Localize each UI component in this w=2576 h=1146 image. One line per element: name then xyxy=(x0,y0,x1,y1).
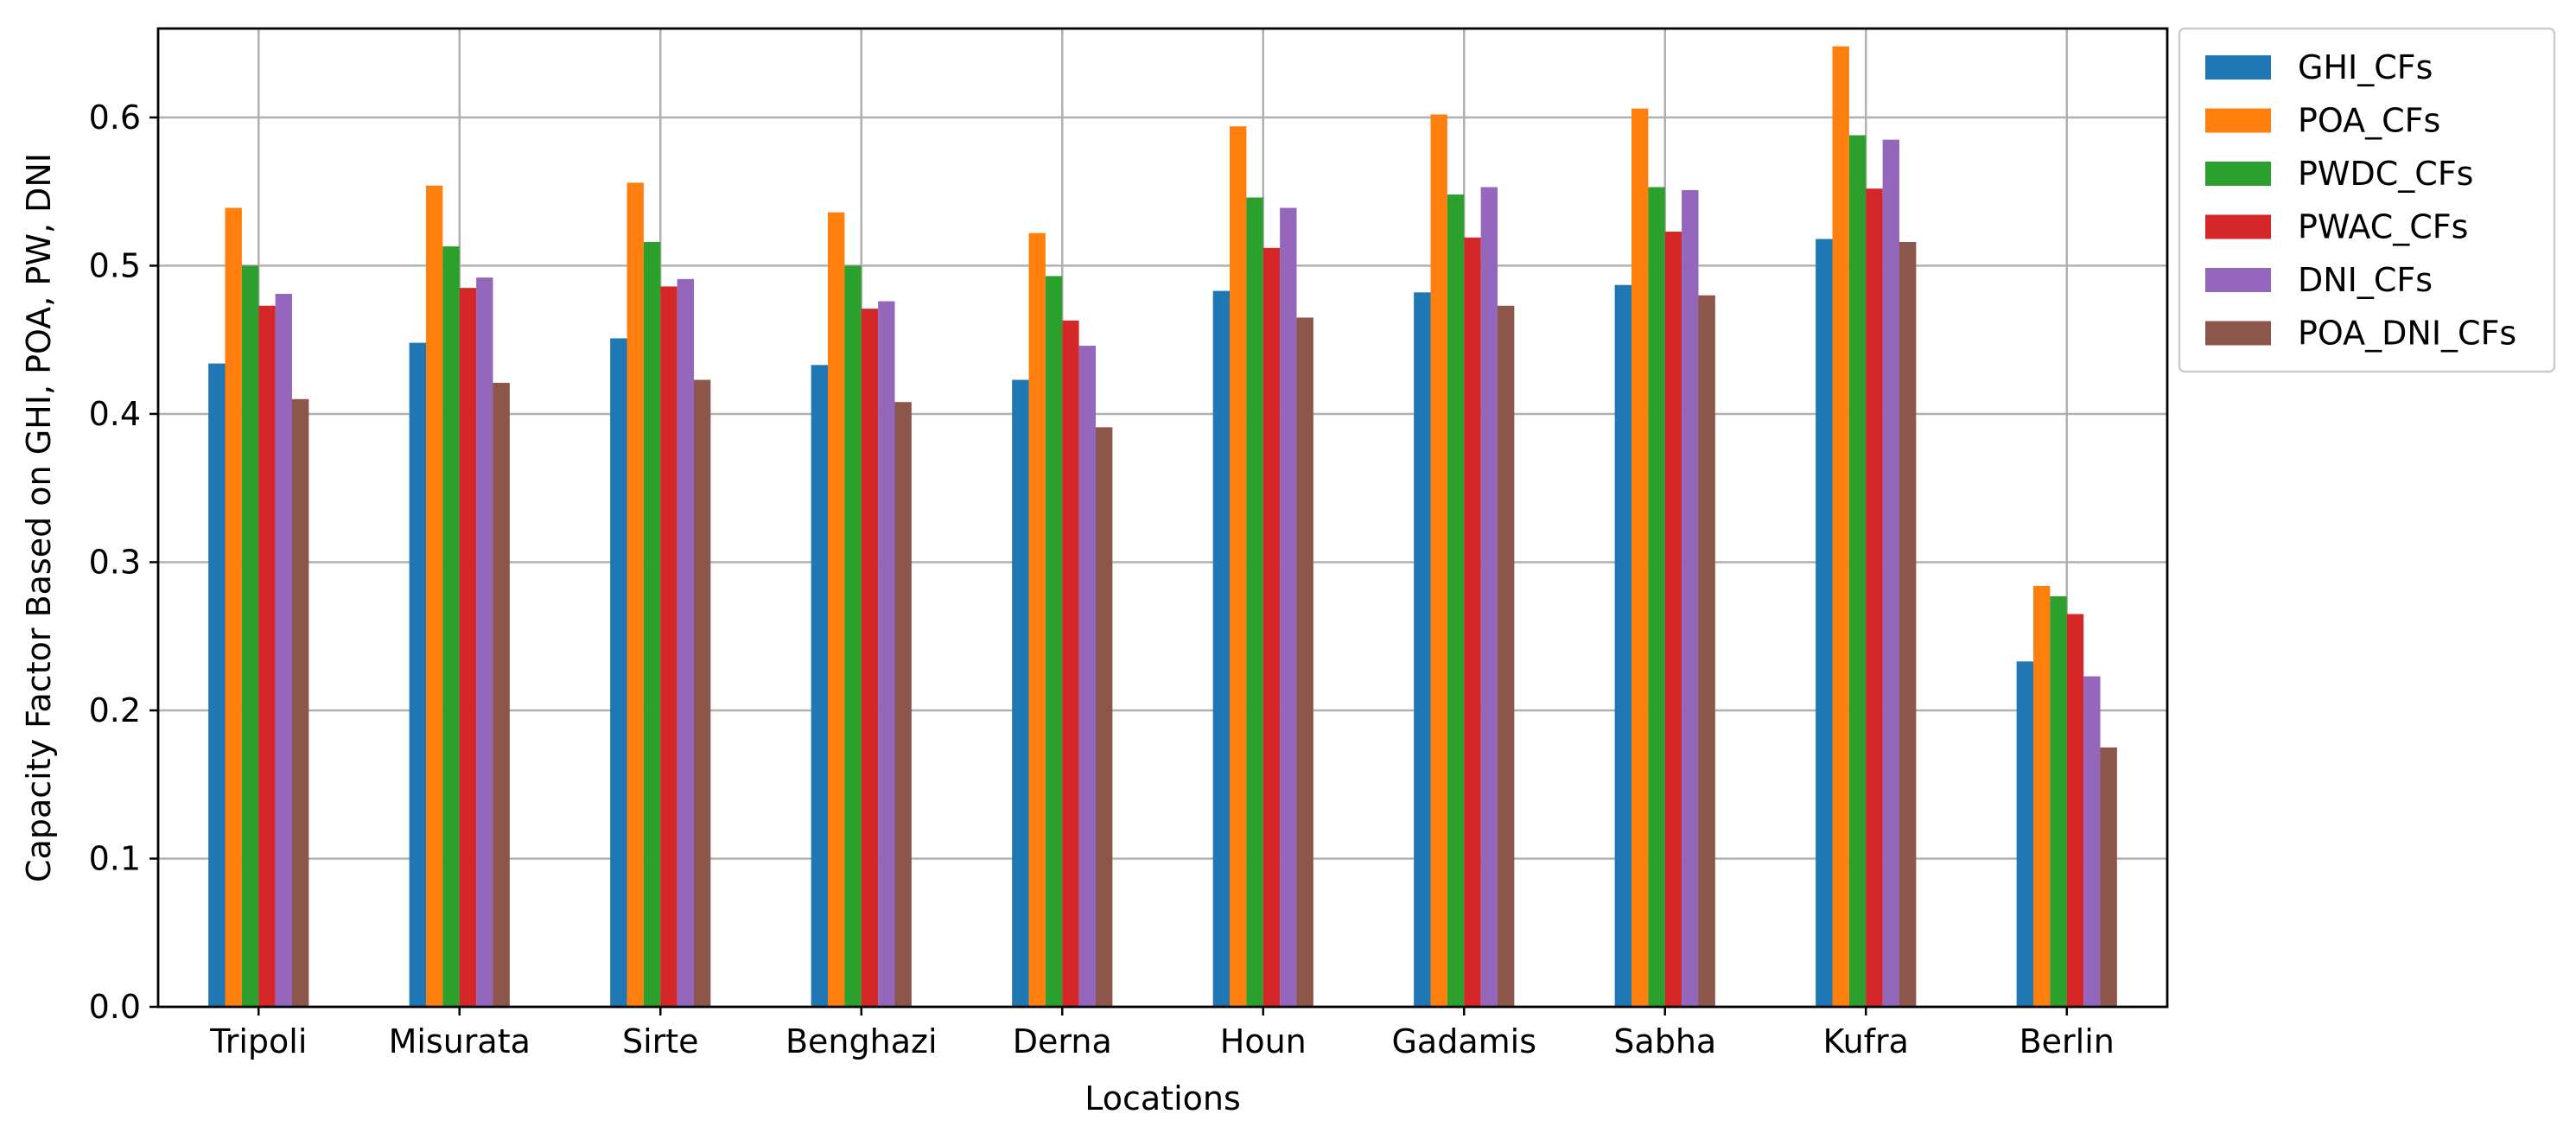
bar-ghi-cfs xyxy=(409,342,427,1007)
y-tick-label: 0.4 xyxy=(89,395,141,433)
bar-poa-dni-cfs xyxy=(693,379,711,1007)
bar-poa-cfs xyxy=(1230,126,1247,1007)
bar-poa-cfs xyxy=(1631,108,1649,1008)
bar-dni-cfs xyxy=(1480,187,1498,1007)
bar-ghi-cfs xyxy=(1012,379,1029,1007)
legend-swatch-poa-cfs xyxy=(2205,108,2271,133)
bar-poa-dni-cfs xyxy=(291,398,309,1008)
bar-pwdc-cfs xyxy=(2050,595,2067,1007)
bar-poa-dni-cfs xyxy=(2100,747,2117,1007)
bar-ghi-cfs xyxy=(811,365,829,1008)
y-tick-label: 0.1 xyxy=(89,839,141,877)
bar-ghi-cfs xyxy=(610,338,627,1007)
legend-label: POA_CFs xyxy=(2298,102,2440,140)
legend-label: DNI_CFs xyxy=(2298,261,2433,299)
x-tick-label: Berlin xyxy=(2019,1022,2115,1060)
bar-ghi-cfs xyxy=(1816,239,1833,1007)
legend-swatch-dni-cfs xyxy=(2205,268,2271,292)
x-axis-ticks: Tripoli Misurata Sirte Benghazi Derna Houn Gad… xyxy=(209,1007,2115,1060)
bar-pwac-cfs xyxy=(861,309,879,1007)
bar-dni-cfs xyxy=(275,294,292,1008)
legend-label: PWDC_CFs xyxy=(2298,155,2473,193)
bar-dni-cfs xyxy=(878,301,895,1007)
bar-pwac-cfs xyxy=(660,286,677,1007)
bar-pwdc-cfs xyxy=(442,246,460,1007)
bar-poa-cfs xyxy=(1028,232,1046,1007)
bar-ghi-cfs xyxy=(1212,290,1231,1008)
x-tick-label: Houn xyxy=(1220,1022,1307,1060)
legend-swatch-pwac-cfs xyxy=(2205,214,2271,239)
bar-poa-cfs xyxy=(426,185,443,1008)
y-tick-label: 0.0 xyxy=(89,988,141,1026)
legend-swatch-poa-dni-cfs xyxy=(2205,321,2271,346)
bar-pwdc-cfs xyxy=(1447,194,1465,1007)
bar-pwdc-cfs xyxy=(241,265,259,1007)
bar-pwac-cfs xyxy=(459,288,477,1008)
bar-poa-cfs xyxy=(627,182,644,1008)
bar-pwdc-cfs xyxy=(1246,197,1263,1007)
legend-label: GHI_CFs xyxy=(2298,48,2433,86)
bar-pwdc-cfs xyxy=(1045,276,1063,1007)
bar-poa-cfs xyxy=(1430,114,1447,1008)
bar-ghi-cfs xyxy=(208,363,226,1007)
plot-frame xyxy=(156,27,2169,1009)
bar-poa-cfs xyxy=(1832,46,1849,1008)
bar-dni-cfs xyxy=(1280,207,1297,1008)
x-tick-label: Sirte xyxy=(622,1022,699,1060)
bar-poa-dni-cfs xyxy=(493,382,510,1007)
y-axis-ticks: 0.0 0.1 0.2 0.3 0.4 0.5 0.6 xyxy=(89,99,158,1026)
x-axis-title: Locations xyxy=(1084,1079,1241,1117)
bar-pwac-cfs xyxy=(1664,231,1682,1007)
bar-pwac-cfs xyxy=(1062,320,1079,1007)
legend-swatch-pwdc-cfs xyxy=(2205,162,2271,186)
bar-pwdc-cfs xyxy=(1848,135,1867,1007)
bar-poa-cfs xyxy=(2033,585,2051,1007)
bar-dni-cfs xyxy=(1682,189,1699,1007)
y-tick-label: 0.2 xyxy=(89,691,141,729)
legend-frame xyxy=(2178,27,2556,373)
x-tick-label: Misurata xyxy=(389,1022,531,1060)
y-tick-label: 0.3 xyxy=(89,543,141,581)
bar-poa-dni-cfs xyxy=(1497,305,1515,1007)
bar-poa-dni-cfs xyxy=(894,402,912,1008)
y-tick-label: 0.5 xyxy=(89,246,141,284)
bar-pwac-cfs xyxy=(258,305,276,1007)
bar-dni-cfs xyxy=(476,277,493,1007)
bar-ghi-cfs xyxy=(2016,661,2034,1007)
x-tick-label: Benghazi xyxy=(786,1022,938,1060)
bar-poa-dni-cfs xyxy=(1095,427,1113,1008)
bar-poa-dni-cfs xyxy=(1899,241,1917,1007)
bar-dni-cfs xyxy=(1078,346,1096,1007)
bar-poa-cfs xyxy=(828,212,845,1008)
bar-dni-cfs xyxy=(2083,676,2101,1007)
x-tick-label: Gadamis xyxy=(1391,1022,1536,1060)
bar-pwdc-cfs xyxy=(844,265,862,1007)
legend-swatch-ghi-cfs xyxy=(2205,55,2271,80)
x-tick-label: Sabha xyxy=(1613,1022,1716,1060)
bar-poa-dni-cfs xyxy=(1296,317,1313,1007)
x-tick-label: Tripoli xyxy=(209,1022,307,1060)
bar-pwdc-cfs xyxy=(643,241,661,1007)
bar-poa-cfs xyxy=(225,207,242,1008)
x-tick-label: Kufra xyxy=(1823,1022,1909,1060)
bar-dni-cfs xyxy=(677,278,694,1007)
bar-dni-cfs xyxy=(1882,139,1899,1008)
bar-pwac-cfs xyxy=(1866,188,1883,1008)
bar-pwdc-cfs xyxy=(1648,187,1665,1007)
legend-label: PWAC_CFs xyxy=(2298,208,2468,246)
bar-pwac-cfs xyxy=(2066,614,2084,1007)
bars xyxy=(208,46,2117,1008)
bar-ghi-cfs xyxy=(1414,292,1431,1007)
legend: GHI_CFs POA_CFs PWDC_CFs PWAC_CFs DNI_CFs POA… xyxy=(2178,27,2556,373)
y-axis-title: Capacity Factor Based on GHI, POA, PW, D… xyxy=(20,153,58,882)
y-tick-label: 0.6 xyxy=(89,99,141,137)
bar-poa-dni-cfs xyxy=(1698,295,1715,1007)
bar-pwac-cfs xyxy=(1464,237,1481,1007)
legend-label: POA_DNI_CFs xyxy=(2298,315,2516,353)
bar-ghi-cfs xyxy=(1614,284,1632,1008)
x-tick-label: Derna xyxy=(1013,1022,1112,1060)
bar-pwac-cfs xyxy=(1263,247,1281,1008)
